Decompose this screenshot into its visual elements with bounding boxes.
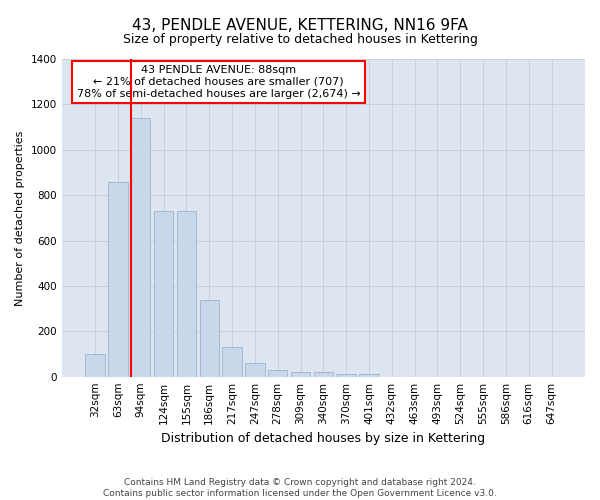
Bar xyxy=(223,347,242,376)
Y-axis label: Number of detached properties: Number of detached properties xyxy=(15,130,25,306)
Bar xyxy=(177,211,196,376)
Bar xyxy=(337,374,356,376)
Text: 43 PENDLE AVENUE: 88sqm
← 21% of detached houses are smaller (707)
78% of semi-d: 43 PENDLE AVENUE: 88sqm ← 21% of detache… xyxy=(77,66,361,98)
Bar xyxy=(245,363,265,376)
Bar xyxy=(108,182,128,376)
Bar xyxy=(291,372,310,376)
Bar xyxy=(154,211,173,376)
Bar xyxy=(131,118,151,376)
Bar xyxy=(85,354,105,376)
X-axis label: Distribution of detached houses by size in Kettering: Distribution of detached houses by size … xyxy=(161,432,485,445)
Text: 43, PENDLE AVENUE, KETTERING, NN16 9FA: 43, PENDLE AVENUE, KETTERING, NN16 9FA xyxy=(132,18,468,32)
Bar xyxy=(314,372,333,376)
Text: Contains HM Land Registry data © Crown copyright and database right 2024.
Contai: Contains HM Land Registry data © Crown c… xyxy=(103,478,497,498)
Text: Size of property relative to detached houses in Kettering: Size of property relative to detached ho… xyxy=(122,32,478,46)
Bar xyxy=(200,300,219,376)
Bar xyxy=(268,370,287,376)
Bar xyxy=(359,374,379,376)
